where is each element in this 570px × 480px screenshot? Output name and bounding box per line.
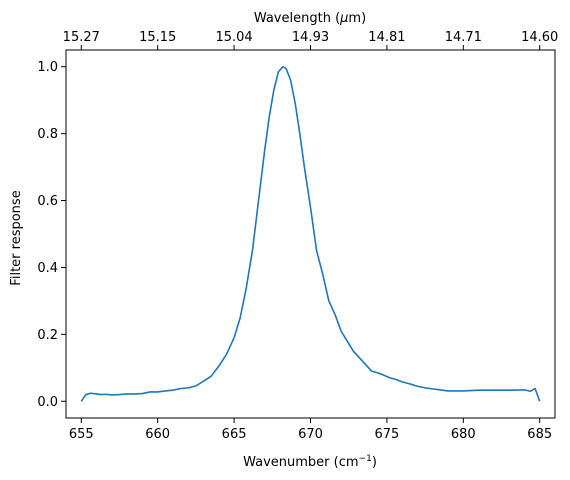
y-tick-label: 0.0 (37, 395, 58, 410)
x-tick-label: 660 (145, 427, 170, 442)
top-tick-label: 15.15 (139, 30, 176, 45)
bottom-x-axis: 655 660 665 670 675 680 685 (69, 418, 552, 442)
x-tick-label: 670 (298, 427, 323, 442)
top-tick-label: 14.93 (292, 30, 329, 45)
top-tick-label: 15.27 (63, 30, 100, 45)
x-tick-label: 685 (527, 427, 552, 442)
top-tick-label: 14.81 (368, 30, 405, 45)
y-tick-label: 0.8 (37, 127, 58, 142)
x-tick-label: 665 (222, 427, 247, 442)
x-axis-label: Wavenumber (cm−1) (243, 454, 377, 470)
y-tick-label: 0.6 (37, 194, 58, 209)
y-axis-label: Filter response (9, 190, 24, 285)
y-tick-label: 0.4 (37, 261, 58, 276)
y-tick-label: 0.2 (37, 328, 58, 343)
top-x-axis-label: Wavelength (μm) (254, 11, 366, 26)
x-tick-label: 675 (374, 427, 399, 442)
top-x-axis: 15.27 15.15 15.04 14.93 14.81 14.71 14.60 (63, 30, 558, 50)
y-tick-label: 1.0 (37, 60, 58, 75)
top-tick-label: 14.71 (445, 30, 482, 45)
left-y-axis: 0.0 0.2 0.4 0.6 0.8 1.0 (37, 60, 66, 410)
x-tick-label: 680 (451, 427, 476, 442)
top-tick-label: 15.04 (215, 30, 252, 45)
plot-frame (65, 49, 556, 419)
x-tick-label: 655 (69, 427, 94, 442)
filter-response-line (80, 65, 541, 402)
top-tick-label: 14.60 (521, 30, 558, 45)
